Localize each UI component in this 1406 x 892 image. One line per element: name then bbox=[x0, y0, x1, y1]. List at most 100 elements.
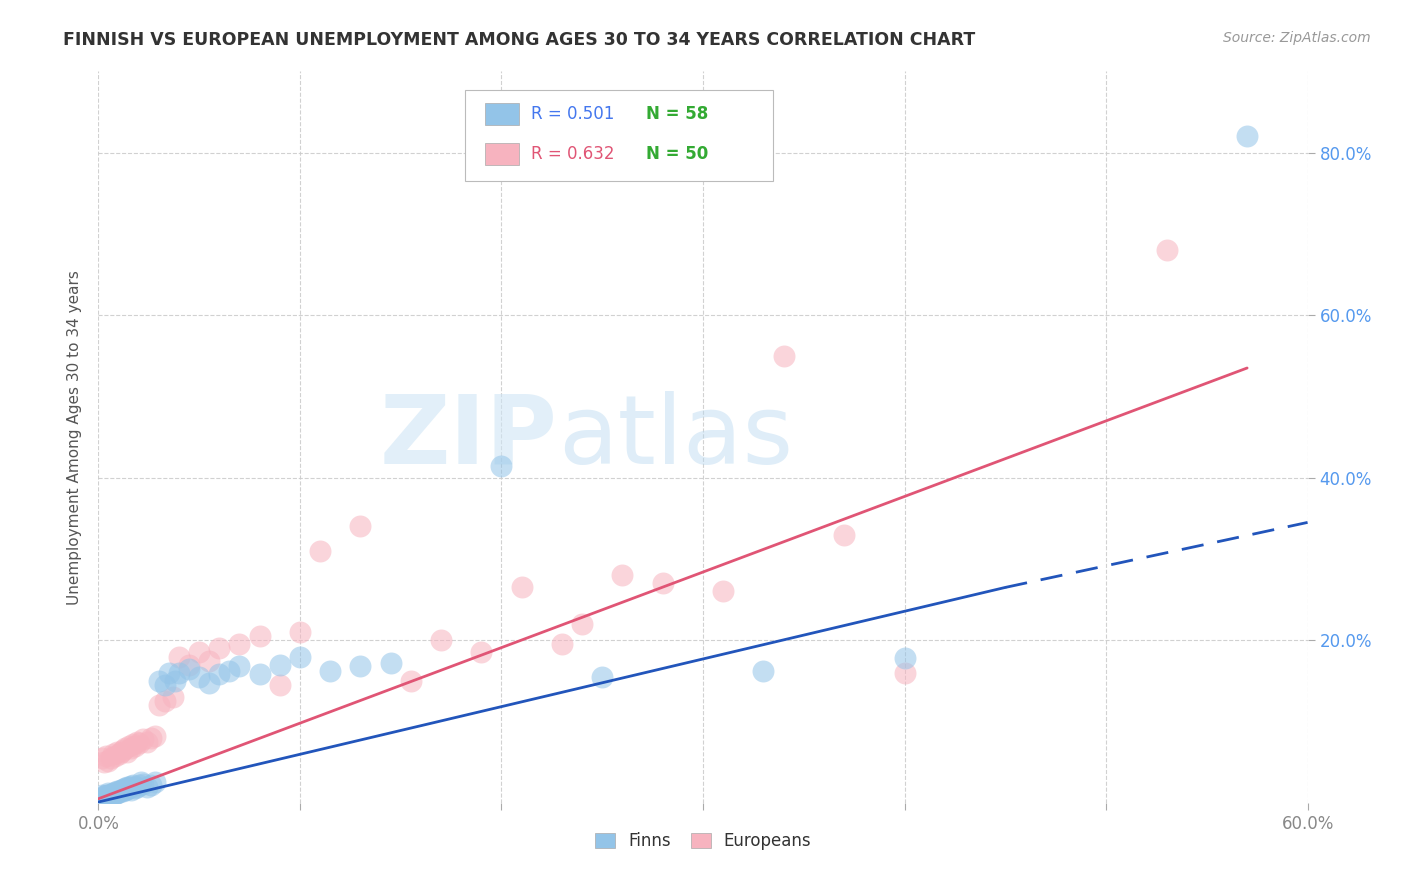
Point bbox=[93, 789, 115, 804]
Point bbox=[114, 740, 136, 755]
Point bbox=[101, 747, 124, 761]
Point bbox=[571, 617, 593, 632]
Point bbox=[491, 458, 513, 473]
Point bbox=[118, 739, 141, 753]
Point bbox=[893, 665, 915, 680]
Point bbox=[121, 778, 143, 792]
Point bbox=[107, 747, 129, 761]
Point bbox=[100, 751, 122, 765]
Point bbox=[110, 745, 132, 759]
Legend: Finns, Europeans: Finns, Europeans bbox=[588, 825, 818, 856]
Point bbox=[198, 654, 221, 668]
Point bbox=[128, 778, 150, 792]
Point bbox=[120, 779, 142, 793]
Bar bbox=[485, 143, 519, 165]
Point bbox=[107, 783, 129, 797]
Point bbox=[167, 665, 190, 680]
Point bbox=[103, 748, 125, 763]
Point bbox=[269, 657, 291, 672]
Point bbox=[120, 740, 142, 755]
Point bbox=[129, 775, 152, 789]
Point bbox=[96, 789, 118, 803]
Point bbox=[91, 788, 114, 802]
Point bbox=[107, 785, 129, 799]
Point bbox=[591, 670, 613, 684]
Point bbox=[510, 581, 533, 595]
Point bbox=[380, 656, 402, 670]
Point bbox=[772, 349, 794, 363]
Point bbox=[93, 755, 115, 769]
Point bbox=[208, 641, 231, 656]
Point bbox=[288, 625, 311, 640]
Point bbox=[349, 519, 371, 533]
Text: N = 50: N = 50 bbox=[647, 145, 709, 163]
Point bbox=[188, 645, 211, 659]
Point bbox=[711, 584, 734, 599]
Point bbox=[101, 788, 124, 802]
Point bbox=[139, 778, 162, 792]
Point bbox=[125, 735, 148, 749]
Point bbox=[249, 629, 271, 643]
Text: FINNISH VS EUROPEAN UNEMPLOYMENT AMONG AGES 30 TO 34 YEARS CORRELATION CHART: FINNISH VS EUROPEAN UNEMPLOYMENT AMONG A… bbox=[63, 31, 976, 49]
Text: R = 0.501: R = 0.501 bbox=[531, 105, 614, 123]
Point bbox=[470, 645, 492, 659]
Point bbox=[97, 786, 120, 800]
Point bbox=[132, 777, 155, 791]
Point bbox=[111, 782, 134, 797]
Bar bbox=[485, 103, 519, 125]
Point bbox=[148, 673, 170, 688]
Point bbox=[1156, 243, 1178, 257]
Point bbox=[228, 659, 250, 673]
Text: ZIP: ZIP bbox=[380, 391, 558, 483]
Point bbox=[319, 664, 342, 678]
Point bbox=[143, 775, 166, 789]
Point bbox=[110, 782, 132, 797]
Point bbox=[153, 678, 176, 692]
Point bbox=[115, 782, 138, 797]
Point bbox=[110, 784, 132, 798]
Point bbox=[128, 736, 150, 750]
Point bbox=[148, 698, 170, 713]
Point bbox=[893, 651, 915, 665]
Point bbox=[349, 659, 371, 673]
Text: atlas: atlas bbox=[558, 391, 793, 483]
Point bbox=[163, 673, 186, 688]
Point bbox=[153, 694, 176, 708]
Point bbox=[752, 664, 775, 678]
Point bbox=[288, 649, 311, 664]
Point bbox=[143, 729, 166, 743]
Point bbox=[97, 788, 120, 802]
Point bbox=[100, 789, 122, 803]
Point bbox=[121, 737, 143, 751]
Point bbox=[96, 748, 118, 763]
Text: N = 58: N = 58 bbox=[647, 105, 709, 123]
Point bbox=[105, 786, 128, 800]
Point bbox=[135, 735, 157, 749]
Point bbox=[115, 780, 138, 795]
Point bbox=[218, 664, 240, 678]
Point bbox=[111, 783, 134, 797]
Point bbox=[118, 780, 141, 794]
Point bbox=[139, 731, 162, 745]
Point bbox=[188, 670, 211, 684]
Point bbox=[179, 657, 201, 672]
FancyBboxPatch shape bbox=[465, 90, 773, 181]
Point bbox=[208, 667, 231, 681]
Point bbox=[103, 787, 125, 801]
Point bbox=[269, 678, 291, 692]
Point bbox=[124, 739, 146, 753]
Point bbox=[111, 743, 134, 757]
Text: R = 0.632: R = 0.632 bbox=[531, 145, 614, 163]
Point bbox=[399, 673, 422, 688]
Point bbox=[179, 662, 201, 676]
Point bbox=[135, 780, 157, 794]
Point bbox=[1236, 129, 1258, 144]
Point bbox=[97, 754, 120, 768]
Point bbox=[103, 785, 125, 799]
Point bbox=[132, 732, 155, 747]
Point bbox=[115, 746, 138, 760]
Point bbox=[198, 675, 221, 690]
Point bbox=[105, 784, 128, 798]
Point bbox=[167, 649, 190, 664]
Point bbox=[551, 637, 574, 651]
